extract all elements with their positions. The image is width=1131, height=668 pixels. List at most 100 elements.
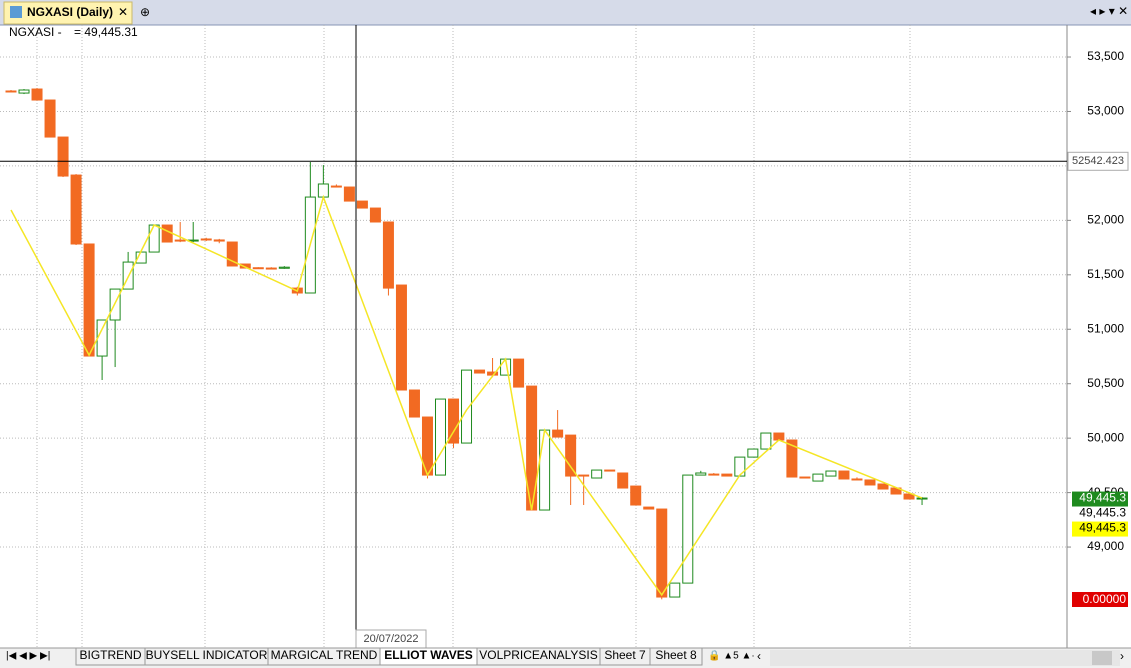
candle-body bbox=[18, 89, 30, 94]
candle-body bbox=[213, 239, 225, 242]
sheet-tab-label[interactable]: Sheet 7 bbox=[604, 648, 646, 662]
candle-body bbox=[786, 439, 798, 478]
candle-body bbox=[474, 369, 486, 374]
candle-body bbox=[591, 469, 603, 479]
candle-body bbox=[252, 267, 264, 270]
candle-body bbox=[617, 472, 629, 489]
sheet-tab-label[interactable]: BUYSELL INDICATOR bbox=[146, 648, 268, 662]
window-tab-title: NGXASI (Daily) bbox=[27, 5, 113, 19]
candle-body bbox=[44, 99, 56, 138]
y-tick-label: 53,500 bbox=[1087, 49, 1124, 63]
candle-body bbox=[265, 267, 277, 270]
tab-close[interactable]: ✕ bbox=[118, 5, 128, 19]
crosshair-value: 52542.423 bbox=[1072, 155, 1124, 167]
scroll-left[interactable]: ‹ bbox=[757, 649, 761, 663]
candle-body bbox=[565, 434, 577, 477]
header-symbol: NGXASI - bbox=[9, 25, 62, 39]
candle-body bbox=[31, 88, 43, 101]
sheet-nav[interactable]: |◀ ◀ ▶ ▶| bbox=[6, 651, 50, 662]
candle-body bbox=[825, 470, 837, 477]
candle-body bbox=[916, 497, 928, 500]
candle-body bbox=[513, 358, 525, 388]
candle-body bbox=[5, 90, 17, 93]
candle-body bbox=[669, 582, 681, 598]
candle-body bbox=[278, 266, 290, 269]
candle-body bbox=[760, 432, 772, 450]
candle-body bbox=[578, 474, 590, 477]
candle-body bbox=[226, 241, 238, 267]
candle-body bbox=[656, 508, 668, 598]
y-tick-label: 50,500 bbox=[1087, 376, 1124, 390]
candle-body bbox=[448, 398, 460, 444]
sheet-tools[interactable]: 🔒 ▲5 ▲· bbox=[708, 650, 755, 662]
candle-body bbox=[630, 485, 642, 506]
crosshair-date: 20/07/2022 bbox=[363, 633, 418, 645]
sheet-tab-label[interactable]: MARGICAL TREND bbox=[271, 648, 378, 662]
candle-body bbox=[96, 319, 108, 357]
candle-body bbox=[70, 174, 82, 245]
candle-body bbox=[838, 470, 850, 480]
candle-body bbox=[161, 224, 173, 243]
candle-body bbox=[643, 506, 655, 510]
candle-body bbox=[539, 429, 551, 511]
y-tick-label: 51,000 bbox=[1087, 321, 1124, 335]
scroll-thumb[interactable] bbox=[1092, 651, 1112, 665]
candle-body bbox=[369, 207, 381, 223]
candle-body bbox=[148, 224, 160, 253]
candle-body bbox=[174, 239, 186, 242]
tab-bar bbox=[0, 0, 1131, 25]
sheet-tab-label[interactable]: VOLPRICEANALYSIS bbox=[479, 648, 598, 662]
candle-body bbox=[851, 478, 863, 481]
price-label: 49,445.3 bbox=[1079, 491, 1126, 505]
candle-body bbox=[799, 476, 811, 479]
y-tick-label: 50,000 bbox=[1087, 430, 1124, 444]
candle-body bbox=[395, 284, 407, 391]
candle-body bbox=[734, 456, 746, 477]
header-value: = 49,445.31 bbox=[74, 25, 138, 39]
candle-body bbox=[708, 473, 720, 476]
candle-body bbox=[356, 200, 368, 209]
candle-body bbox=[200, 238, 212, 241]
candle-body bbox=[343, 186, 355, 202]
zero-label: 0.00000 bbox=[1083, 592, 1127, 606]
sheet-tab-label[interactable]: BIGTREND bbox=[79, 648, 141, 662]
price-label: 49,445.3 bbox=[1079, 521, 1126, 535]
candle-body bbox=[695, 472, 707, 476]
candle-body bbox=[57, 136, 69, 177]
price-label-box bbox=[1072, 506, 1128, 522]
candle-body bbox=[812, 473, 824, 482]
y-tick-label: 49,000 bbox=[1087, 539, 1124, 553]
zero-label-box bbox=[1072, 592, 1128, 607]
candle-body bbox=[330, 185, 342, 188]
y-tick-label: 52,000 bbox=[1087, 213, 1124, 227]
candle-body bbox=[604, 469, 616, 472]
candle-body bbox=[461, 369, 473, 444]
candle-body bbox=[552, 429, 564, 438]
y-tick-label: 51,500 bbox=[1087, 267, 1124, 281]
candle-body bbox=[408, 389, 420, 418]
tab-nav[interactable]: ◂ ▸ ▾ ✕ bbox=[1090, 4, 1128, 18]
crosshair-value-box bbox=[1067, 151, 1129, 171]
sheet-tab-label[interactable]: ELLIOT WAVES bbox=[384, 648, 472, 662]
candle-body bbox=[877, 483, 889, 490]
y-tick-label: 53,000 bbox=[1087, 104, 1124, 118]
candle-body bbox=[864, 479, 876, 486]
sheet-tab-label[interactable]: Sheet 8 bbox=[655, 648, 697, 662]
candle-body bbox=[903, 493, 915, 500]
candle-body bbox=[382, 221, 394, 289]
candle-body bbox=[83, 243, 95, 357]
scroll-right[interactable]: › bbox=[1120, 649, 1124, 663]
wave-line bbox=[10, 194, 923, 597]
sheet-tab[interactable] bbox=[649, 647, 703, 666]
candle-body bbox=[434, 398, 446, 476]
window-tab[interactable] bbox=[3, 1, 133, 25]
scrollbar[interactable] bbox=[770, 650, 1120, 666]
tab-icon bbox=[10, 6, 22, 18]
candle-body bbox=[747, 448, 759, 458]
candle-body bbox=[239, 263, 251, 269]
candle-body bbox=[682, 474, 694, 584]
new-tab[interactable]: ⊕ bbox=[140, 5, 150, 19]
candle-body bbox=[721, 473, 733, 477]
